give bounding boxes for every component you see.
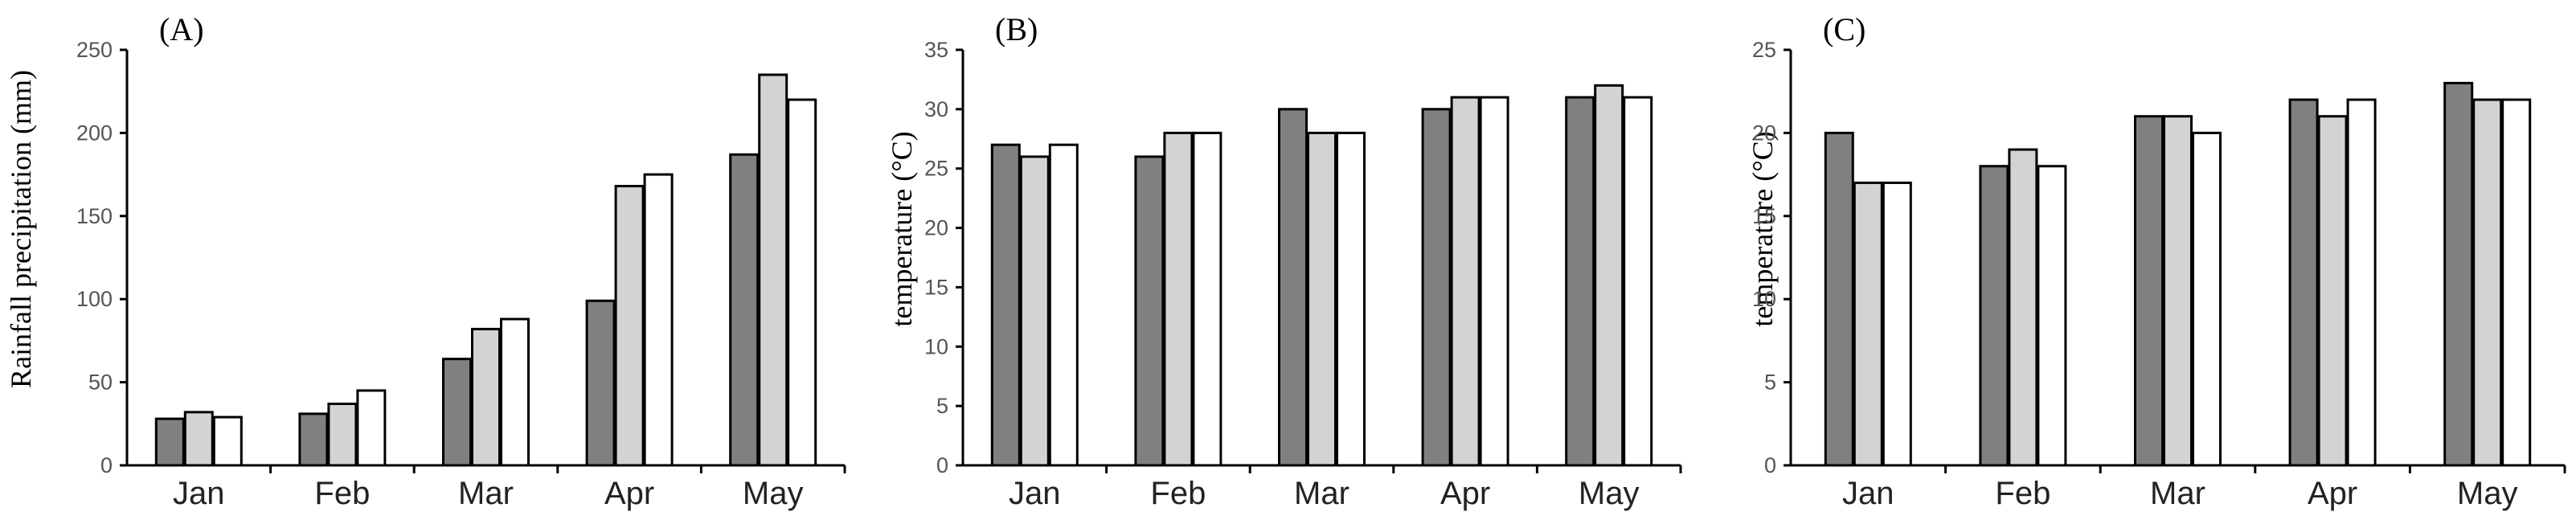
bar-jan-series-1 [1824, 131, 1854, 467]
bar-mar-series-3 [1336, 131, 1366, 467]
x-category-label: Mar [2150, 476, 2205, 511]
y-tick-label: 15 [924, 275, 948, 299]
x-category-label: Apr [2308, 476, 2357, 511]
x-category-label: Jan [1009, 476, 1061, 511]
bar-may-series-1 [1565, 96, 1595, 467]
panel-label: (B) [995, 11, 1038, 47]
x-category-label: Feb [314, 476, 370, 511]
y-tick-label: 250 [76, 38, 113, 62]
bar-jan-series-1 [154, 417, 185, 467]
panel-c-temperature-chart: (C) temperature (°C) 0 5 10 15 20 25 Jan Feb Mar Ap… [1747, 11, 2566, 511]
x-category-label: Mar [1294, 476, 1349, 511]
bar-feb-series-3 [356, 389, 387, 467]
x-category-label: Apr [1440, 476, 1490, 511]
bar-feb-series-3 [1192, 131, 1222, 467]
y-axis-label: temperature (°C) [886, 131, 918, 326]
y-tick-label: 20 [1752, 121, 1776, 145]
bar-may-series-3 [787, 98, 817, 467]
bar-feb-series-1 [1979, 165, 2009, 467]
y-tick-label: 10 [924, 334, 948, 358]
x-category-label: Feb [1995, 476, 2050, 511]
bar-mar-series-1 [1278, 108, 1308, 467]
bar-jan-series-3 [212, 416, 243, 467]
bar-may-series-2 [1594, 84, 1624, 467]
y-tick-label: 200 [76, 121, 113, 145]
bar-mar-series-2 [471, 327, 501, 467]
bar-feb-series-1 [298, 412, 329, 467]
x-category-label: May [1579, 476, 1640, 511]
y-axis-label: temperature (°C) [1747, 131, 1779, 326]
y-tick-label: 5 [1764, 370, 1776, 395]
bar-jan-series-2 [183, 411, 214, 467]
bar-may-series-1 [729, 153, 760, 467]
y-tick-label: 35 [924, 38, 948, 62]
bar-mar-series-3 [500, 317, 530, 467]
bar-feb-series-2 [327, 402, 358, 467]
bar-mar-series-1 [2134, 115, 2164, 467]
x-category-label: Apr [604, 476, 654, 511]
bar-feb-series-1 [1134, 155, 1165, 467]
y-tick-label: 25 [924, 157, 948, 181]
bar-may-series-3 [1623, 96, 1653, 467]
panel-label: (A) [159, 11, 204, 47]
bar-jan-series-1 [990, 143, 1021, 467]
y-tick-label: 15 [1752, 204, 1776, 228]
y-tick-label: 10 [1752, 287, 1776, 311]
bar-may-series-2 [2472, 98, 2503, 467]
y-tick-label: 5 [936, 394, 948, 418]
bar-feb-series-2 [2008, 148, 2038, 467]
bar-feb-series-3 [2037, 165, 2067, 467]
y-tick-label: 100 [76, 287, 113, 311]
y-tick-label: 50 [88, 370, 113, 395]
y-tick-label: 30 [924, 97, 948, 121]
bar-may-series-1 [2443, 81, 2474, 467]
bar-apr-series-2 [614, 185, 645, 467]
panel-label: (C) [1823, 11, 1865, 47]
bar-feb-series-2 [1163, 131, 1194, 467]
bar-may-series-2 [758, 73, 788, 467]
bar-apr-series-3 [1479, 96, 1509, 467]
bar-mar-series-3 [2192, 131, 2222, 467]
bar-jan-series-2 [1853, 181, 1883, 467]
bar-jan-series-3 [1882, 181, 1912, 467]
bar-apr-series-3 [643, 173, 674, 467]
panel-b-temperature-chart: (B) temperature (°C) 0 5 10 15 20 25 30 35 Jan Feb M… [886, 11, 1682, 511]
bar-apr-series-1 [1421, 108, 1452, 467]
y-tick-label: 0 [936, 453, 948, 477]
y-axis-label: Rainfall precipitation (mm) [5, 70, 37, 388]
x-category-label: May [743, 476, 804, 511]
y-tick-label: 20 [924, 216, 948, 240]
panel-a-rainfall-chart: (A) Rainfall precipitation (mm) 0 50 100 150 2… [5, 11, 846, 511]
bar-jan-series-2 [1019, 155, 1050, 467]
x-category-label: May [2457, 476, 2518, 511]
y-tick-label: 0 [100, 453, 113, 477]
bar-apr-series-2 [2317, 115, 2348, 467]
bar-mar-series-1 [442, 358, 472, 467]
bar-apr-series-2 [1450, 96, 1480, 467]
y-tick-label: 0 [1764, 453, 1776, 477]
bar-apr-series-1 [585, 299, 616, 467]
bar-mar-series-2 [1307, 131, 1337, 467]
y-tick-label: 25 [1752, 38, 1776, 62]
x-category-label: Feb [1150, 476, 1206, 511]
bar-jan-series-3 [1048, 143, 1079, 467]
y-tick-label: 150 [76, 204, 113, 228]
bar-apr-series-3 [2346, 98, 2377, 467]
bar-mar-series-2 [2163, 115, 2193, 467]
x-category-label: Mar [458, 476, 514, 511]
bar-apr-series-1 [2288, 98, 2319, 467]
x-category-label: Jan [173, 476, 225, 511]
bar-may-series-3 [2501, 98, 2532, 467]
x-category-label: Jan [1842, 476, 1894, 511]
